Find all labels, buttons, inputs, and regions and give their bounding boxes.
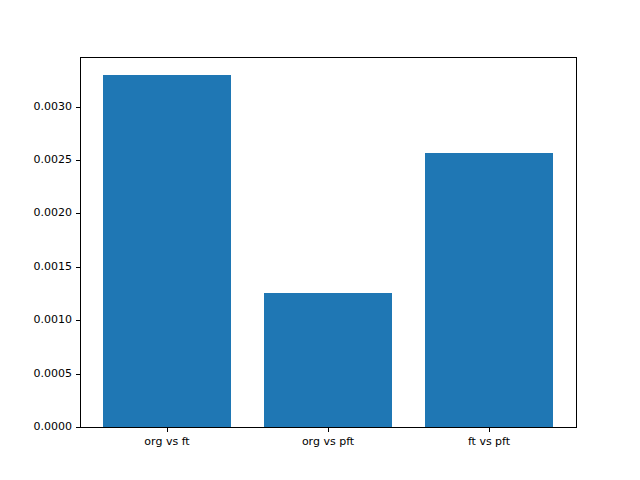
y-tick-label: 0.0005: [0, 367, 72, 381]
y-tick-label: 0.0010: [0, 313, 72, 327]
x-tick-mark: [167, 428, 168, 432]
y-tick-mark: [76, 107, 80, 108]
y-tick-label: 0.0030: [0, 100, 72, 114]
bar-org-vs-ft: [103, 75, 232, 427]
x-tick-label: org vs pft: [258, 435, 398, 449]
x-tick-mark: [328, 428, 329, 432]
bar-ft-vs-pft: [425, 153, 554, 427]
y-tick-mark: [76, 427, 80, 428]
bar-org-vs-pft: [264, 293, 393, 428]
y-tick-mark: [76, 267, 80, 268]
y-tick-mark: [76, 160, 80, 161]
y-tick-mark: [76, 320, 80, 321]
x-tick-label: ft vs pft: [419, 435, 559, 449]
x-tick-label: org vs ft: [97, 435, 237, 449]
y-tick-label: 0.0015: [0, 260, 72, 274]
x-tick-mark: [489, 428, 490, 432]
y-tick-mark: [76, 213, 80, 214]
y-tick-label: 0.0025: [0, 153, 72, 167]
y-tick-label: 0.0020: [0, 206, 72, 220]
y-tick-label: 0.0000: [0, 420, 72, 434]
y-tick-mark: [76, 374, 80, 375]
matplotlib-figure: 0.0000 0.0005 0.0010 0.0015 0.0020 0.0025 0.00…: [0, 0, 640, 480]
